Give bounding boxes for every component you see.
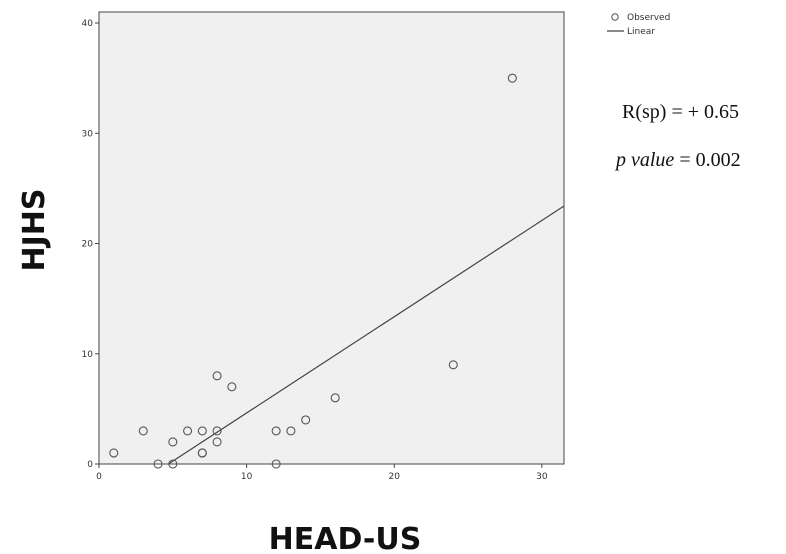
data-point xyxy=(271,426,281,436)
data-point xyxy=(448,360,458,370)
linear-fit-line xyxy=(168,205,565,465)
data-point xyxy=(109,448,119,458)
data-point xyxy=(197,448,207,458)
p-value-label: p value xyxy=(614,149,674,171)
legend-observed-marker xyxy=(611,13,619,21)
observed-points xyxy=(109,73,517,469)
x-tick-label: 0 xyxy=(96,472,102,482)
plot-area xyxy=(98,11,565,465)
y-tick-label: 20 xyxy=(82,240,94,250)
x-axis-ticks: 0 10 20 30 xyxy=(96,464,548,482)
data-point xyxy=(168,437,178,447)
p-value-number: = 0.002 xyxy=(674,149,740,171)
data-point xyxy=(271,459,281,469)
x-axis-title: HEAD-US xyxy=(269,522,422,554)
y-tick-label: 40 xyxy=(82,19,94,29)
x-tick-label: 20 xyxy=(389,472,401,482)
y-tick-label: 30 xyxy=(82,129,94,139)
x-tick-label: 10 xyxy=(241,472,253,482)
correlation-annotation: R(sp) = + 0.65 xyxy=(622,101,739,123)
data-point xyxy=(286,426,296,436)
data-point xyxy=(227,382,237,392)
data-point xyxy=(212,426,222,436)
data-point xyxy=(212,371,222,381)
x-tick-label: 30 xyxy=(536,472,548,482)
data-point xyxy=(212,437,222,447)
legend-linear-label: Linear xyxy=(627,27,655,37)
data-point xyxy=(197,426,207,436)
data-point xyxy=(168,459,178,469)
legend-observed-label: Observed xyxy=(627,13,670,23)
y-tick-label: 10 xyxy=(82,350,94,360)
y-axis-ticks: 0 10 20 30 40 xyxy=(82,19,99,470)
data-point xyxy=(301,415,311,425)
data-point xyxy=(153,459,163,469)
legend: Observed Linear xyxy=(607,13,670,37)
y-tick-label: 0 xyxy=(87,460,93,470)
y-axis-title: HJHS xyxy=(17,189,52,272)
data-point xyxy=(138,426,148,436)
data-point xyxy=(507,73,517,83)
data-point xyxy=(330,393,340,403)
p-value-annotation: p value = 0.002 xyxy=(614,149,741,171)
data-point xyxy=(183,426,193,436)
